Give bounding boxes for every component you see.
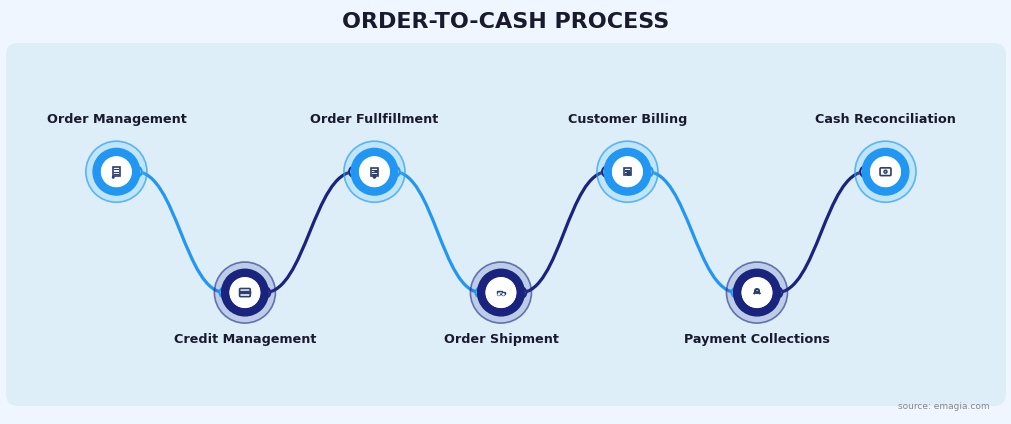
Circle shape (610, 155, 644, 189)
Circle shape (219, 287, 231, 298)
Circle shape (741, 278, 771, 307)
Circle shape (641, 166, 652, 177)
FancyBboxPatch shape (240, 288, 250, 297)
Circle shape (485, 278, 516, 307)
Text: $: $ (884, 170, 886, 174)
Circle shape (733, 269, 779, 316)
Circle shape (99, 155, 133, 189)
Circle shape (483, 276, 518, 310)
FancyBboxPatch shape (501, 292, 504, 294)
Text: Cash Reconciliation: Cash Reconciliation (814, 113, 955, 126)
Circle shape (596, 141, 657, 202)
Circle shape (861, 148, 908, 195)
Circle shape (470, 262, 531, 323)
FancyBboxPatch shape (880, 168, 890, 176)
Circle shape (227, 276, 262, 310)
Circle shape (497, 294, 499, 295)
Text: source: emagia.com: source: emagia.com (898, 402, 989, 411)
Circle shape (475, 287, 486, 298)
Circle shape (477, 269, 524, 316)
Text: Order Management: Order Management (47, 113, 186, 126)
Circle shape (869, 157, 900, 187)
Circle shape (214, 262, 275, 323)
Circle shape (221, 269, 268, 316)
Circle shape (86, 141, 147, 202)
Circle shape (351, 148, 397, 195)
Text: Order Fullfillment: Order Fullfillment (310, 113, 438, 126)
Circle shape (130, 166, 142, 177)
Text: $: $ (243, 292, 245, 294)
Text: Order Shipment: Order Shipment (443, 333, 558, 346)
Text: $: $ (755, 290, 757, 292)
FancyBboxPatch shape (6, 43, 1005, 406)
Circle shape (739, 276, 773, 310)
Circle shape (612, 157, 642, 187)
Circle shape (854, 141, 915, 202)
Circle shape (770, 287, 782, 298)
Circle shape (229, 278, 260, 307)
Circle shape (859, 166, 870, 177)
Circle shape (604, 148, 650, 195)
Circle shape (515, 287, 526, 298)
Circle shape (357, 155, 391, 189)
Circle shape (101, 157, 131, 187)
Circle shape (359, 157, 389, 187)
Circle shape (497, 293, 499, 296)
Circle shape (602, 166, 613, 177)
Circle shape (344, 141, 404, 202)
Circle shape (867, 155, 902, 189)
Circle shape (93, 148, 140, 195)
Text: ORDER-TO-CASH PROCESS: ORDER-TO-CASH PROCESS (342, 12, 669, 32)
Circle shape (259, 287, 270, 298)
Text: Customer Billing: Customer Billing (567, 113, 686, 126)
Circle shape (731, 287, 742, 298)
Text: Payment Collections: Payment Collections (683, 333, 829, 346)
FancyBboxPatch shape (113, 167, 119, 176)
Circle shape (501, 293, 504, 296)
Text: Credit Management: Credit Management (174, 333, 315, 346)
Circle shape (726, 262, 787, 323)
FancyBboxPatch shape (624, 168, 630, 175)
Circle shape (388, 166, 399, 177)
FancyBboxPatch shape (371, 167, 377, 176)
Circle shape (502, 294, 503, 295)
FancyBboxPatch shape (496, 290, 501, 294)
Circle shape (349, 166, 360, 177)
